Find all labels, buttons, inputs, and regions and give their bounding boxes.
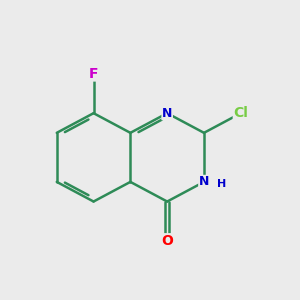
- Text: N: N: [199, 176, 209, 188]
- Text: F: F: [89, 67, 98, 81]
- Text: N: N: [162, 107, 172, 120]
- Text: Cl: Cl: [233, 106, 248, 120]
- Text: H: H: [218, 179, 227, 189]
- Text: O: O: [161, 234, 173, 248]
